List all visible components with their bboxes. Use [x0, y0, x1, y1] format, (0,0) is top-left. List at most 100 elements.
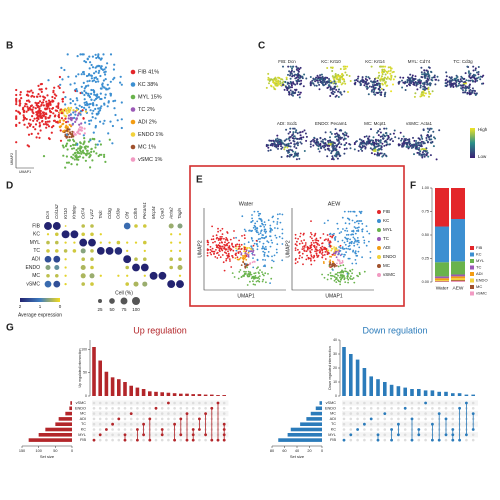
intersection-bar [191, 394, 195, 396]
umap-point [349, 147, 352, 150]
umap-point [356, 80, 359, 83]
umap-point [354, 221, 356, 224]
umap-point [30, 95, 33, 98]
matrix-dot [191, 438, 195, 442]
matrix-dot-empty [105, 412, 108, 415]
legend-label: TC [476, 265, 481, 270]
axis-label: UMAP2 [285, 240, 291, 257]
umap-point [258, 275, 261, 277]
umap-point [334, 128, 337, 131]
umap-point [293, 92, 296, 95]
umap-point [366, 86, 369, 89]
cell-type-label: MYL [30, 240, 41, 246]
umap-point [48, 107, 51, 110]
umap-point [61, 98, 64, 101]
umap-point [35, 95, 39, 98]
umap-point [108, 87, 111, 90]
umap-point [401, 79, 403, 82]
umap-point [61, 144, 64, 147]
umap-point [78, 104, 81, 107]
umap-point [305, 77, 308, 80]
umap-point [87, 103, 90, 106]
umap-point [45, 108, 48, 111]
dot [64, 282, 67, 286]
umap-point [305, 250, 308, 253]
umap-point [279, 213, 281, 215]
umap-point [269, 282, 271, 284]
umap-point [338, 259, 341, 262]
umap-point [219, 229, 222, 232]
umap-point [88, 106, 91, 109]
umap-point [361, 78, 364, 81]
umap-point [15, 109, 18, 112]
umap-point [295, 158, 298, 161]
umap-point [315, 239, 318, 242]
umap-point [293, 145, 296, 148]
umap-point [340, 83, 343, 86]
intersection-bar [389, 384, 394, 396]
umap-point [270, 277, 273, 280]
umap-point [264, 232, 267, 234]
matrix-dot [451, 433, 455, 437]
matrix-dot-empty [356, 417, 359, 421]
matrix-dot-empty [105, 407, 108, 410]
umap-point [252, 244, 255, 247]
umap-point [255, 227, 257, 230]
axis-label: Set size [290, 454, 305, 459]
umap-point [92, 150, 95, 153]
umap-point [366, 85, 368, 88]
matrix-dot-empty [383, 407, 387, 410]
umap-point [270, 139, 273, 142]
dot [143, 240, 147, 245]
umap-point [340, 231, 343, 233]
matrix-dot [410, 438, 414, 442]
dot [80, 264, 86, 271]
umap-point [58, 86, 61, 90]
matrix-dot-empty [105, 401, 108, 405]
umap-point [358, 210, 361, 213]
umap-point [348, 222, 351, 225]
umap-point [401, 142, 404, 145]
umap-point [37, 117, 40, 121]
matrix-dot [376, 438, 380, 442]
set-size-bar [315, 406, 322, 411]
dot [90, 265, 94, 270]
umap-point [299, 141, 302, 144]
umap-point [104, 78, 107, 81]
umap-point [339, 276, 341, 279]
umap-point [406, 138, 409, 141]
matrix-dot [465, 401, 468, 405]
umap-point [250, 237, 253, 239]
umap-point [412, 136, 414, 139]
umap-point [69, 144, 72, 148]
umap-point [69, 102, 72, 105]
umap-point [62, 110, 65, 113]
umap-point [344, 243, 347, 246]
umap-point [289, 74, 291, 77]
cell-type-label: FIB [32, 223, 40, 229]
umap-point [291, 86, 293, 89]
umap-point [356, 240, 358, 243]
umap-point [261, 247, 263, 250]
umap-point [240, 248, 243, 251]
intersection-bar [172, 393, 177, 396]
umap-point [386, 143, 389, 146]
umap-point [52, 112, 55, 115]
umap-point [350, 242, 353, 245]
umap-point [429, 135, 432, 138]
umap-point [467, 79, 470, 82]
umap-point [256, 242, 258, 245]
umap-point [355, 140, 358, 143]
umap-point [285, 76, 288, 79]
umap-point [392, 132, 395, 135]
umap-point [243, 275, 245, 278]
umap-point [373, 141, 376, 144]
umap-point [28, 124, 32, 127]
umap-point [321, 83, 324, 86]
legend-tick: 0 [59, 304, 62, 309]
umap-point [229, 238, 232, 241]
matrix-dot-empty [191, 417, 195, 421]
matrix-dot-empty [154, 422, 158, 426]
umap-point [63, 68, 66, 72]
matrix-dot-empty [390, 417, 393, 421]
